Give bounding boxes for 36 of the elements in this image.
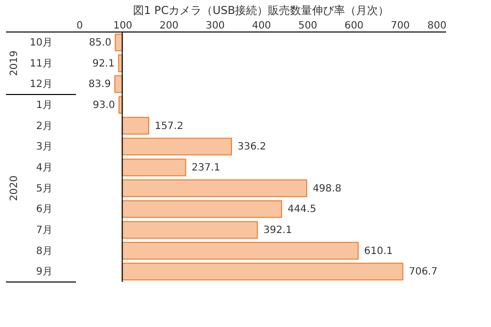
x-tick-label: 400 xyxy=(252,20,272,32)
y-tick-label: 10月 xyxy=(30,37,52,48)
data-label: 610.1 xyxy=(364,246,393,257)
x-tick-label: 300 xyxy=(206,20,225,32)
y-tick-label: 6月 xyxy=(36,204,52,216)
y-tick-label: 7月 xyxy=(36,224,52,236)
x-tick-label: 700 xyxy=(390,20,410,32)
chart-title: 図1 PCカメラ（USB接続）販売数量伸び率（月次） xyxy=(132,4,390,17)
data-label: 706.7 xyxy=(408,266,438,278)
data-label: 157.2 xyxy=(154,120,184,132)
y-tick-label: 5月 xyxy=(36,183,52,194)
y-tick-label: 2月 xyxy=(36,120,52,132)
x-tick-label: 100 xyxy=(113,20,132,32)
x-tick-label: 0 xyxy=(76,20,83,32)
data-label: 237.1 xyxy=(192,162,220,174)
data-label: 83.9 xyxy=(88,79,111,90)
x-tick-label: 200 xyxy=(159,20,179,32)
y-tick-label: 1月 xyxy=(36,100,52,111)
data-label: 93.0 xyxy=(92,100,116,111)
data-label: 92.1 xyxy=(92,58,115,70)
data-label: 336.2 xyxy=(237,142,266,153)
text: 2020 xyxy=(9,176,20,201)
y-tick-label: 8月 xyxy=(36,246,52,257)
text: 2019 xyxy=(9,50,20,76)
y-tick-label: 3月 xyxy=(36,142,52,153)
data-label: 392.1 xyxy=(263,224,292,236)
x-tick-label: 500 xyxy=(298,20,318,32)
y-tick-label: 12月 xyxy=(30,79,52,90)
data-label: 498.8 xyxy=(312,183,342,194)
x-tick-label: 800 xyxy=(427,20,446,32)
y-tick-label: 11月 xyxy=(30,58,52,70)
x-tick-label: 600 xyxy=(344,20,364,32)
y-tick-label: 4月 xyxy=(36,162,52,174)
y-tick-label: 9月 xyxy=(36,266,52,278)
data-label: 444.5 xyxy=(288,204,316,216)
data-label: 85.0 xyxy=(89,37,112,48)
